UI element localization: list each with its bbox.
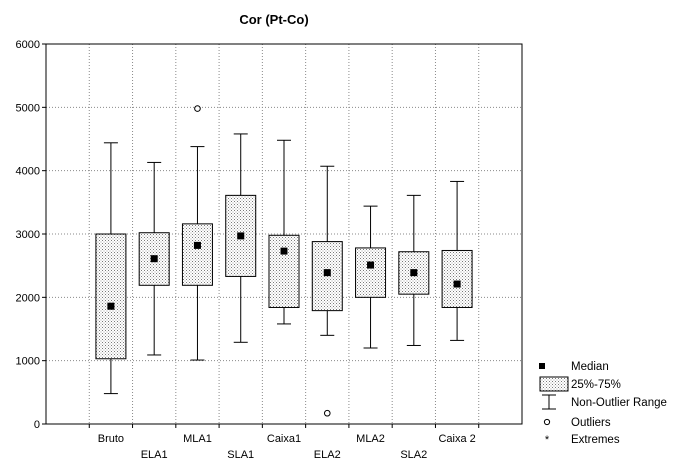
legend-extreme-marker: * (545, 434, 550, 446)
median-marker (453, 280, 461, 288)
x-tick-label: ELA1 (141, 449, 168, 461)
legend-outliers-label: Outliers (571, 417, 611, 429)
chart-title: Cor (Pt-Co) (239, 12, 308, 27)
x-tick-label: MLA2 (356, 433, 385, 445)
outlier-point (194, 105, 201, 112)
outlier-point (323, 409, 331, 417)
legend-median-marker (539, 363, 545, 369)
iqr-box (268, 234, 300, 308)
iqr-box (311, 241, 343, 312)
x-axis: Bruto ELA1 MLA1 SLA1 Caixa1 ELA2 MLA2 SLA2 Caixa… (88, 424, 480, 461)
y-tick-label: 2000 (16, 292, 40, 304)
box-mla2 (355, 205, 387, 349)
median-marker (193, 241, 201, 249)
box-ela1 (138, 161, 170, 356)
box-caixa-2 (441, 180, 473, 341)
x-tick-label: MLA1 (183, 433, 212, 445)
x-tick-label: SLA2 (400, 449, 427, 461)
legend-extremes-label: Extremes (571, 434, 620, 446)
y-axis: 0 1000 2000 3000 4000 5000 6000 (16, 39, 46, 431)
y-tick-label: 3000 (16, 229, 40, 241)
box-caixa1 (268, 139, 300, 325)
iqr-box (355, 247, 387, 298)
y-tick-label: 1000 (16, 356, 40, 368)
legend-range-label: Non-Outlier Range (571, 397, 667, 409)
legend-box-swatch (539, 376, 569, 392)
x-tick-label: Caixa1 (267, 433, 301, 445)
y-tick-label: 4000 (16, 166, 40, 178)
iqr-box (95, 233, 127, 360)
x-tick-label: Bruto (98, 433, 124, 445)
box-mla1 (181, 105, 213, 361)
median-marker (150, 255, 158, 263)
median-marker (410, 269, 418, 277)
legend-median-label: Median (571, 361, 609, 373)
y-tick-label: 0 (34, 419, 40, 431)
box-ela2 (311, 165, 343, 417)
x-tick-label: ELA2 (314, 449, 341, 461)
median-marker (367, 261, 375, 269)
box-sla1 (225, 133, 257, 343)
x-tick-label: Caixa 2 (438, 433, 475, 445)
iqr-box (181, 223, 213, 286)
legend-box-label: 25%-75% (571, 379, 621, 391)
median-marker (237, 232, 245, 240)
median-marker (280, 247, 288, 255)
legend-outlier-marker (543, 418, 551, 426)
legend-range-symbol (542, 394, 556, 410)
median-marker (107, 302, 115, 310)
x-tick-label: SLA1 (227, 449, 254, 461)
iqr-box (441, 249, 473, 308)
legend: Median 25%-75% Non-Outlier Range Outlier… (539, 361, 667, 446)
boxes (95, 105, 473, 417)
box-sla2 (398, 194, 430, 346)
median-marker (323, 269, 331, 277)
y-tick-label: 6000 (16, 39, 40, 51)
box-bruto (95, 142, 127, 395)
y-tick-label: 5000 (16, 102, 40, 114)
